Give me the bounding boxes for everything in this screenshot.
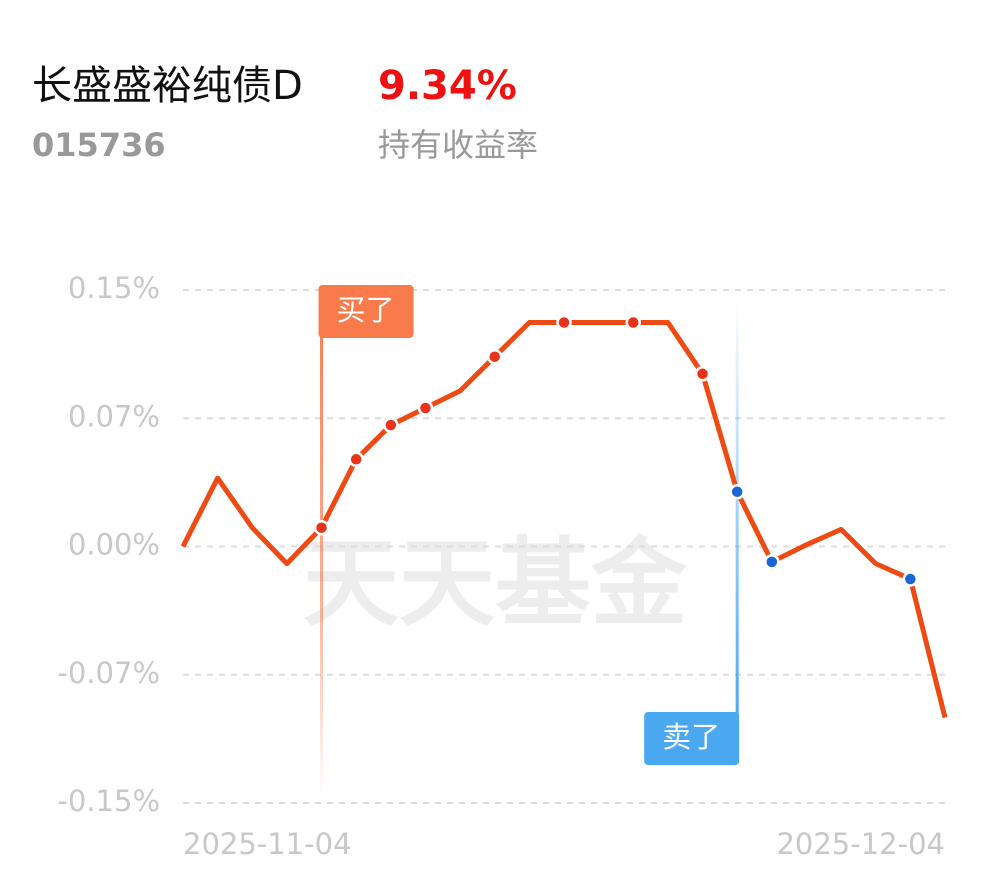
fund-title: 长盛盛裕纯债D [32,63,303,109]
point [313,519,330,536]
buy-label: 买了 [337,293,395,327]
point [486,348,503,365]
point [383,417,399,433]
point [902,571,919,587]
x-tick-label: 2025-12-04 [776,827,945,861]
sell-line [735,298,739,716]
point [348,451,364,468]
sell-label: 卖了 [662,720,720,754]
point [764,554,780,570]
buy-badge [318,285,414,338]
fund-code: 015736 [32,126,166,164]
y-tick-label: 0.00% [68,528,160,562]
y-tick-label: -0.15% [57,784,160,818]
watermark: 天天基金 [303,527,688,639]
point [729,484,745,500]
chart: 天天基金 0.15% 0.07% 0.00% -0.07% -0.15% 2025-11-0… [57,271,948,861]
x-tick-label: 2025-11-04 [183,827,352,861]
return-label: 持有收益率 [378,126,538,164]
point [556,314,572,331]
line [180,319,948,719]
y-tick-label: 0.07% [68,399,160,433]
sell-badge [644,712,740,765]
return-value: 9.34% [378,63,517,109]
point [694,366,711,382]
point [417,400,434,416]
buy-line [320,300,324,798]
point [625,314,642,331]
y-tick-label: -0.07% [57,656,160,690]
y-tick-label: 0.15% [68,271,160,305]
